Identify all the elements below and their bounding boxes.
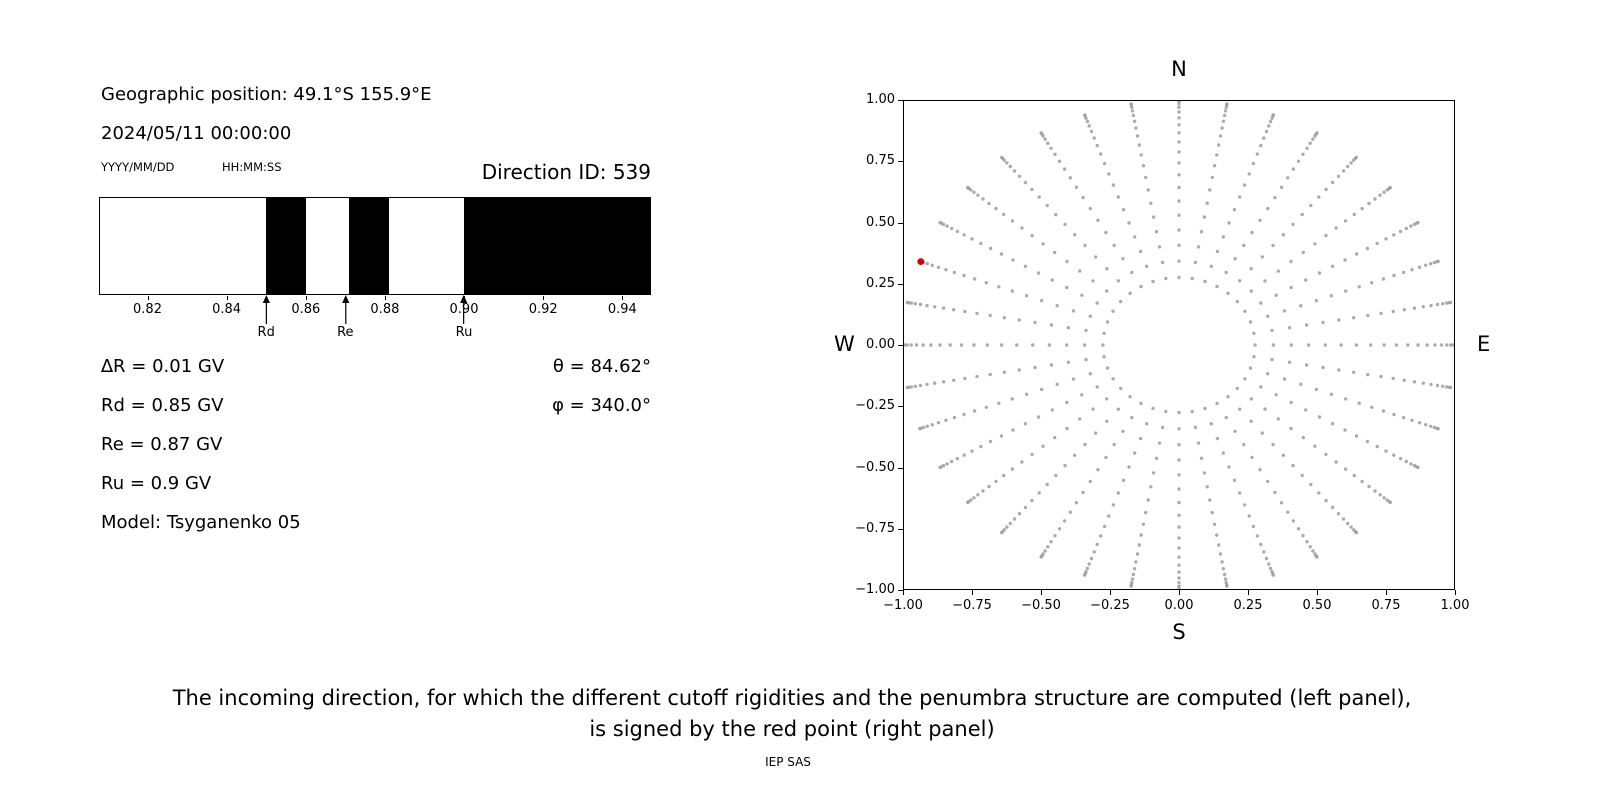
red-point [917, 258, 925, 265]
directions-svg [903, 100, 1455, 590]
compass-west-label: W [834, 332, 855, 356]
x-tick-mark [903, 590, 904, 595]
penumbra-tick-label: 0.92 [528, 302, 558, 317]
penumbra-marker-label: Ru [455, 325, 473, 340]
x-tick-label: −1.00 [883, 598, 923, 613]
penumbra-tick-label: 0.86 [291, 302, 321, 317]
forbidden-band [464, 198, 650, 294]
caption-line1: The incoming direction, for which the di… [172, 686, 1412, 710]
x-tick-mark [1179, 590, 1180, 595]
penumbra-tick-mark [384, 296, 386, 300]
y-tick-label: −0.25 [855, 398, 895, 414]
x-tick-mark [1386, 590, 1387, 595]
x-tick-mark [1455, 590, 1456, 595]
ru-label: Ru = 0.9 GV [101, 473, 212, 494]
datetime-label: 2024/05/11 00:00:00 [101, 123, 292, 144]
penumbra-marker-label: Re [337, 325, 354, 340]
rd-label: Rd = 0.85 GV [101, 395, 224, 416]
x-tick-label: 0.25 [1233, 598, 1263, 613]
y-tick-label: −0.75 [855, 520, 895, 536]
x-tick-label: 0.75 [1371, 598, 1401, 613]
penumbra-tick-mark [622, 296, 624, 300]
penumbra-tick-label: 0.82 [133, 302, 162, 317]
x-tick-label: −0.25 [1090, 598, 1130, 613]
date-format-label: YYYY/MM/DD [101, 160, 175, 174]
y-tick-label: 0.50 [866, 214, 895, 230]
y-tick-label: 1.00 [866, 92, 895, 107]
x-tick-mark [1110, 590, 1111, 595]
model-label: Model: Tsyganenko 05 [101, 512, 301, 533]
y-tick-label: 0.00 [866, 337, 895, 352]
y-tick-mark [898, 345, 903, 346]
compass-north-label: N [1171, 57, 1187, 81]
penumbra-plot [99, 197, 651, 295]
forbidden-band [266, 198, 306, 294]
penumbra-tick-mark [543, 296, 545, 300]
x-tick-mark [1041, 590, 1042, 595]
y-tick-mark [898, 100, 903, 101]
penumbra-tick-label: 0.94 [607, 302, 637, 317]
theta-label: θ = 84.62° [552, 356, 651, 377]
y-tick-mark [898, 161, 903, 163]
penumbra-tick-label: 0.88 [370, 302, 400, 317]
y-tick-mark [898, 528, 903, 530]
y-tick-mark [898, 590, 903, 591]
penumbra-tick-label: 0.84 [212, 302, 242, 317]
y-tick-label: 0.75 [866, 153, 895, 169]
direction-chart: N S W E −1.00 −0.75 −0.50 −0.25 0.00 0.25 0.50… [834, 57, 1490, 644]
y-tick-label: −1.00 [855, 582, 895, 597]
penumbra-marker-re: Re [337, 295, 354, 340]
y-tick-mark [898, 283, 903, 285]
caption-line2: is signed by the red point (right panel) [589, 717, 995, 741]
penumbra-chart: 0.82 0.84 0.86 0.88 0.90 0.92 0.94 Rd Re Ru [99, 197, 651, 347]
x-tick-mark [1317, 590, 1318, 595]
x-tick-label: 0.00 [1164, 598, 1194, 613]
y-tick-label: −0.50 [855, 459, 895, 475]
penumbra-marker-label: Rd [257, 325, 275, 340]
y-tick-mark [898, 467, 903, 469]
up-arrow-icon [341, 295, 349, 324]
direction-id-label: Direction ID: 539 [481, 160, 651, 184]
penumbra-marker-rd: Rd [258, 295, 275, 340]
penumbra-tick-mark [305, 296, 307, 300]
x-tick-label: −0.50 [1021, 598, 1061, 613]
re-label: Re = 0.87 GV [101, 434, 223, 455]
x-tick-mark [1248, 590, 1249, 595]
y-tick-mark [898, 222, 903, 224]
y-tick-mark [898, 406, 903, 408]
up-arrow-icon [460, 295, 468, 324]
compass-south-label: S [1172, 620, 1186, 644]
x-tick-label: −0.75 [952, 598, 992, 613]
penumbra-marker-ru: Ru [455, 295, 473, 340]
delta-r-label: ∆R = 0.01 GV [101, 356, 225, 377]
time-format-label: HH:MM:SS [222, 160, 282, 174]
geo-position-label: Geographic position: 49.1°S 155.9°E [101, 84, 432, 105]
x-tick-label: 1.00 [1440, 598, 1470, 613]
penumbra-tick-mark [226, 296, 228, 300]
up-arrow-icon [262, 295, 270, 324]
x-tick-mark [972, 590, 973, 595]
compass-east-label: E [1477, 332, 1491, 356]
phi-label: φ = 340.0° [552, 395, 651, 416]
credit-label: IEP SAS [765, 755, 811, 769]
forbidden-band [349, 198, 389, 294]
x-tick-label: 0.50 [1302, 598, 1332, 613]
plot-frame [903, 100, 1455, 590]
y-tick-label: 0.25 [866, 275, 895, 291]
penumbra-tick-mark [147, 296, 149, 300]
